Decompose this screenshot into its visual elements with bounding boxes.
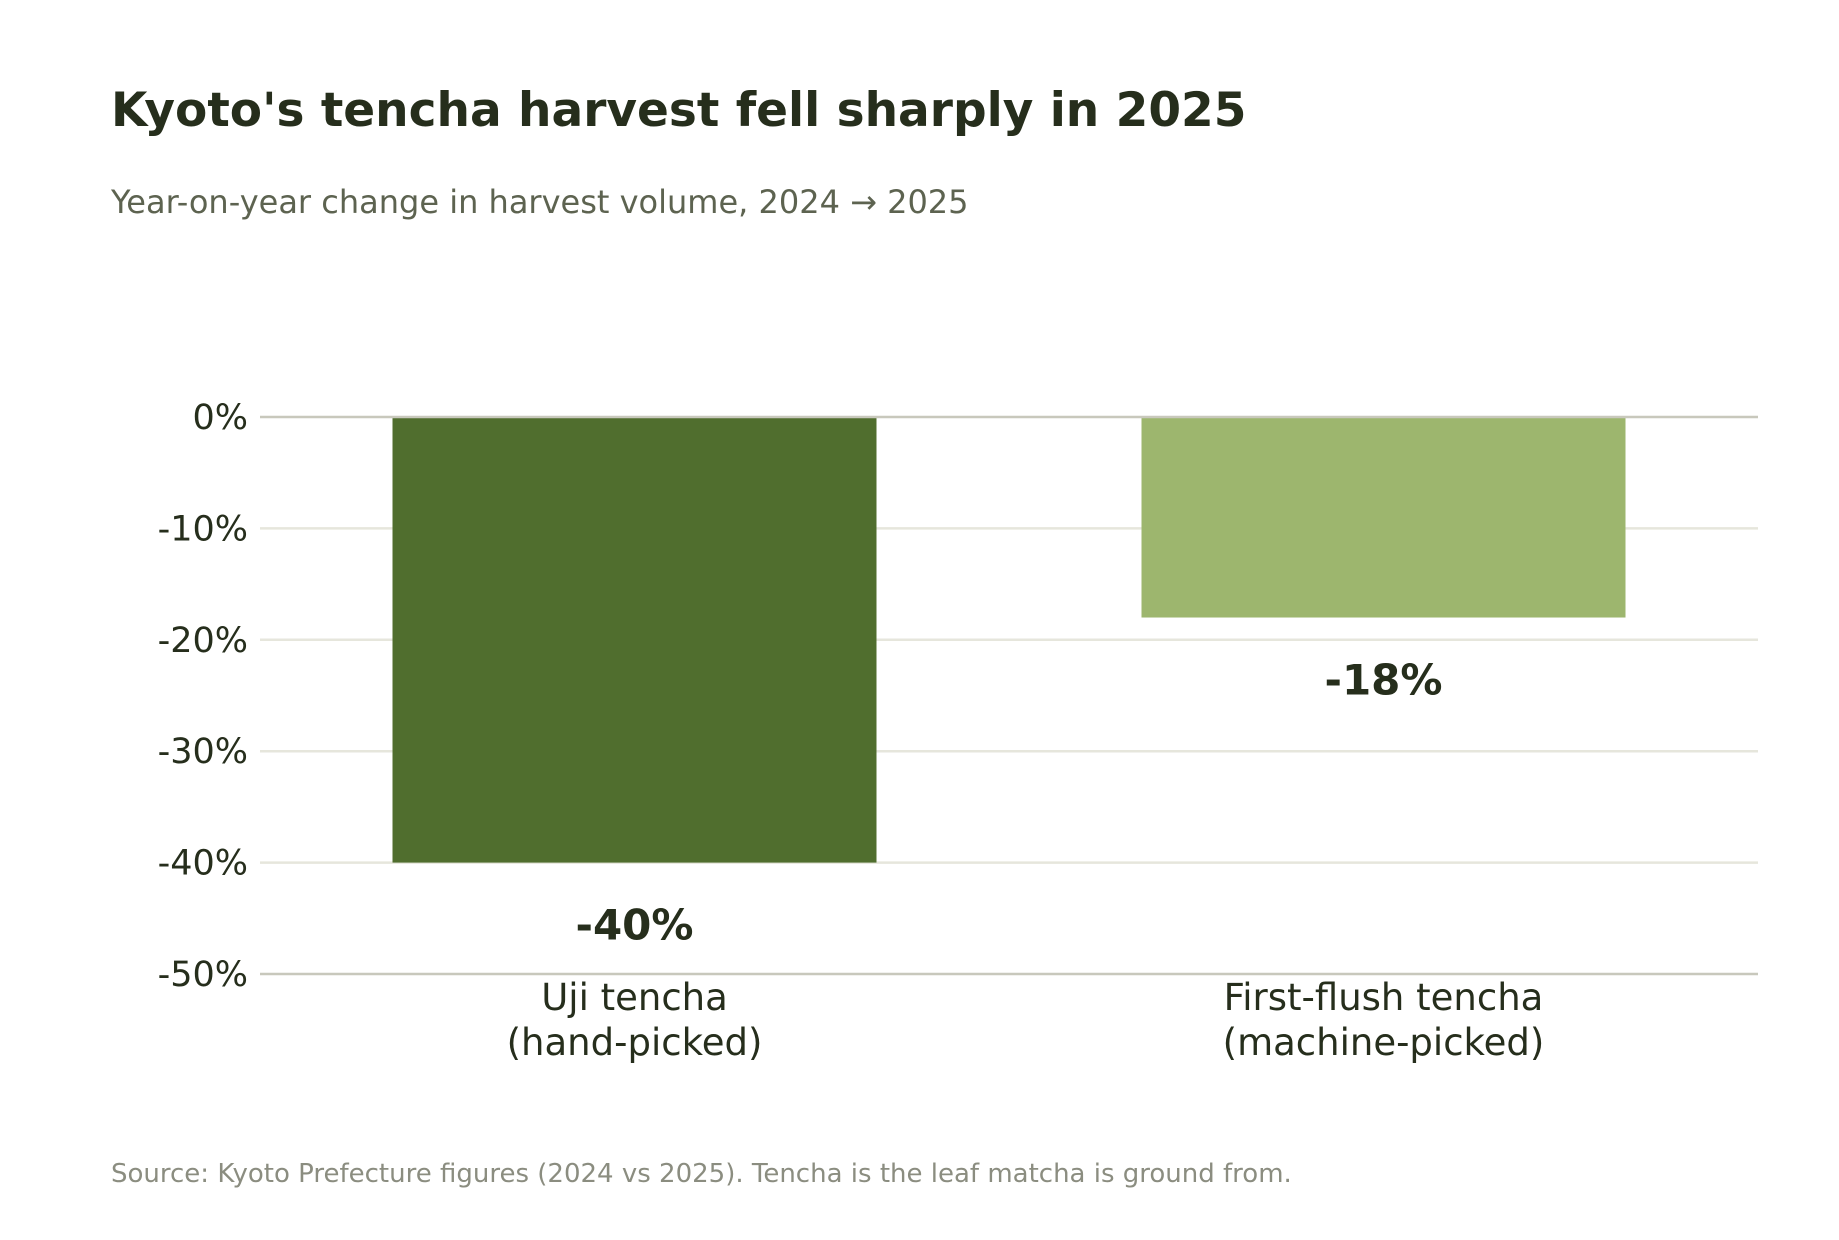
chart-title: Kyoto's tencha harvest fell sharply in 2… — [111, 83, 1246, 138]
y-tick-label: -10% — [158, 509, 248, 549]
bars-layer — [392, 417, 1626, 863]
axis-layer — [260, 415, 1758, 976]
source-note: Source: Kyoto Prefecture figures (2024 v… — [111, 1159, 1292, 1189]
bar-value-label: -40% — [576, 901, 694, 950]
y-tick-label: 0% — [192, 398, 248, 438]
x-category-label: First-flush tencha (machine-picked) — [1223, 976, 1545, 1064]
chart-subtitle: Year-on-year change in harvest volume, 2… — [110, 183, 969, 221]
x-category-label: Uji tencha (hand-picked) — [507, 976, 763, 1064]
y-tick-label: -50% — [158, 955, 248, 995]
y-tick-label: -20% — [158, 621, 248, 661]
bar — [1141, 417, 1626, 618]
y-tick-label: -40% — [158, 844, 248, 884]
labels-layer: 0% -10% -20% -30% -40% -50% -40% Uji tencha (han… — [158, 398, 1545, 1064]
bar — [392, 417, 877, 863]
bar-value-label: -18% — [1325, 656, 1443, 705]
y-tick-label: -30% — [158, 732, 248, 772]
